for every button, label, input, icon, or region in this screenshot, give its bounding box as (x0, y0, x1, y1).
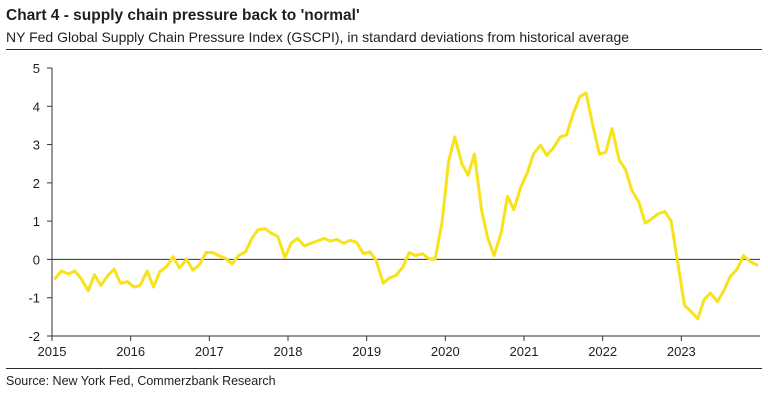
bottom-rule (6, 368, 762, 369)
y-tick-label: 0 (33, 252, 40, 267)
y-tick-label: 3 (33, 138, 40, 153)
top-rule (6, 49, 762, 50)
y-tick-label: 1 (33, 214, 40, 229)
y-tick-label: 4 (33, 99, 40, 114)
x-tick-label: 2016 (116, 344, 145, 359)
x-tick-label: 2023 (667, 344, 696, 359)
x-tick-label: 2017 (195, 344, 224, 359)
x-tick-label: 2022 (588, 344, 617, 359)
chart-subtitle: NY Fed Global Supply Chain Pressure Inde… (6, 29, 630, 45)
x-tick-label: 2020 (431, 344, 460, 359)
x-tick-label: 2015 (38, 344, 67, 359)
y-tick-label: 2 (33, 176, 40, 191)
x-tick-label: 2019 (352, 344, 381, 359)
source-note: Source: New York Fed, Commerzbank Resear… (6, 374, 276, 388)
chart-title: Chart 4 - supply chain pressure back to … (6, 7, 360, 24)
x-tick-label: 2018 (274, 344, 303, 359)
series-line-0 (53, 91, 759, 321)
y-tick-label: -2 (28, 329, 40, 344)
y-tick-label: -1 (28, 291, 40, 306)
y-tick-label: 5 (33, 61, 40, 76)
x-tick-label: 2021 (510, 344, 539, 359)
